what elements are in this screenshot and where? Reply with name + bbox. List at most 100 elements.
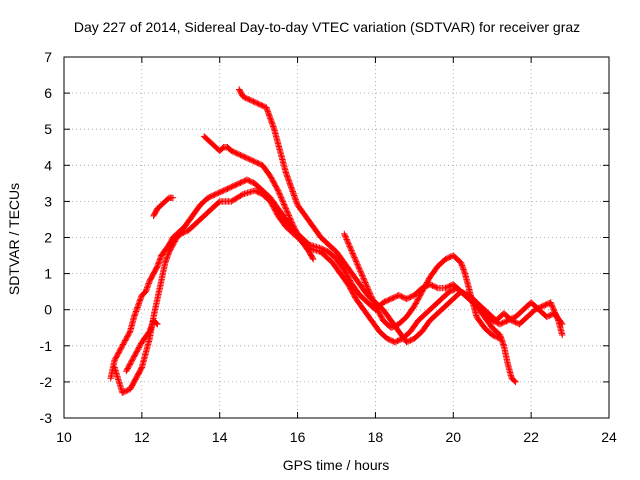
- data-point: [309, 255, 317, 263]
- data-point: [342, 233, 349, 240]
- data-point: [289, 222, 297, 229]
- data-point: [276, 190, 283, 197]
- series-arc-3: [123, 317, 161, 375]
- data-point: [238, 191, 245, 199]
- data-point: [369, 295, 376, 303]
- data-point: [363, 282, 370, 289]
- y-tick-label: 7: [44, 49, 52, 65]
- data-point: [345, 240, 352, 247]
- data-point: [559, 331, 566, 339]
- data-point: [279, 197, 286, 204]
- data-point: [495, 334, 502, 342]
- data-point: [362, 279, 369, 286]
- y-tick-label: 5: [44, 121, 52, 137]
- data-point: [353, 259, 361, 267]
- x-tick-label: 14: [212, 429, 228, 445]
- data-point: [287, 216, 294, 223]
- data-point: [357, 269, 365, 276]
- data-point: [284, 209, 291, 216]
- data-points: [107, 86, 566, 396]
- y-tick-label: 2: [44, 230, 52, 246]
- data-point: [548, 302, 556, 309]
- x-tick-label: 22: [523, 429, 539, 445]
- data-point: [433, 284, 440, 291]
- data-point: [281, 202, 288, 210]
- data-point: [363, 283, 371, 290]
- data-point: [126, 329, 133, 336]
- data-point: [154, 320, 161, 328]
- data-point: [512, 378, 519, 386]
- data-point: [280, 199, 287, 207]
- data-point: [288, 217, 295, 225]
- data-point: [288, 219, 296, 226]
- data-point: [275, 188, 282, 196]
- data-point: [277, 192, 284, 200]
- data-point: [285, 210, 292, 218]
- data-point: [360, 275, 367, 282]
- series-arc-2: [111, 187, 566, 396]
- grid: [64, 57, 609, 418]
- y-tick-labels: -3 -2 -1 0 1 2 3 4 5 6 7: [40, 49, 53, 426]
- series-arc-1: [107, 176, 519, 386]
- y-tick-label: -2: [40, 374, 53, 390]
- data-point: [276, 191, 284, 198]
- data-point: [362, 280, 370, 288]
- data-point: [511, 377, 518, 385]
- data-point: [279, 198, 287, 205]
- data-point: [277, 194, 285, 201]
- y-tick-label: 3: [44, 193, 52, 209]
- data-point: [365, 287, 373, 295]
- data-point: [366, 290, 374, 297]
- x-tick-labels: 10 12 14 16 18 20 22 24: [56, 429, 617, 445]
- data-point: [343, 236, 350, 243]
- y-tick-label: 4: [44, 157, 52, 173]
- x-tick-label: 16: [290, 429, 306, 445]
- y-tick-label: 6: [44, 85, 52, 101]
- x-tick-label: 18: [368, 429, 384, 445]
- x-tick-label: 12: [134, 429, 150, 445]
- data-point: [369, 297, 377, 304]
- data-point: [289, 220, 296, 228]
- data-point: [368, 293, 375, 300]
- data-point: [286, 213, 293, 221]
- data-point: [138, 365, 145, 372]
- y-axis-label: SDTVAR / TECUs: [6, 183, 22, 295]
- data-point: [356, 266, 364, 274]
- axis-ticks: [63, 56, 610, 419]
- data-point: [169, 194, 177, 201]
- data-point: [365, 286, 372, 293]
- data-point: [283, 208, 291, 215]
- data-point: [346, 243, 353, 250]
- data-point: [364, 284, 371, 292]
- data-point: [366, 289, 373, 296]
- x-tick-label: 24: [601, 429, 617, 445]
- y-tick-label: -3: [40, 410, 53, 426]
- data-point: [347, 244, 354, 251]
- data-point: [348, 247, 355, 254]
- data-point: [355, 264, 362, 271]
- series-arc-4: [150, 194, 177, 220]
- data-point: [547, 299, 554, 306]
- data-point: [282, 205, 290, 212]
- data-point: [283, 206, 290, 214]
- data-point: [344, 239, 352, 246]
- series-arc-7: [341, 230, 504, 342]
- data-point: [359, 272, 366, 279]
- data-point: [361, 277, 368, 285]
- data-point: [347, 245, 355, 253]
- data-point: [370, 298, 377, 306]
- y-tick-label: -1: [40, 338, 53, 354]
- data-point: [549, 304, 557, 312]
- x-tick-label: 10: [56, 429, 72, 445]
- data-point: [282, 204, 289, 211]
- data-point: [153, 320, 160, 327]
- data-point: [286, 215, 294, 222]
- data-point: [548, 300, 555, 308]
- data-point: [274, 187, 282, 194]
- data-point: [341, 230, 348, 238]
- data-point: [348, 248, 356, 256]
- data-point: [342, 234, 350, 242]
- data-point: [559, 320, 566, 328]
- data-point: [496, 335, 504, 342]
